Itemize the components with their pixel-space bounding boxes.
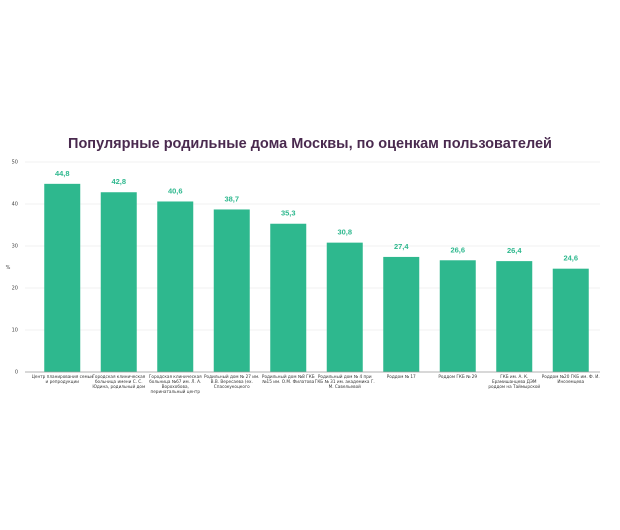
y-tick-label: 30 xyxy=(12,244,18,250)
chart-title: Популярные родильные дома Москвы, по оце… xyxy=(68,136,552,152)
category-label: Родильный дом №8 ГКБ №15 им. О.М. Филатов… xyxy=(262,374,315,384)
y-axis-ticks: 0 10 20 30 40 50 xyxy=(12,160,18,376)
bar xyxy=(100,192,137,372)
category-label: Роддом ГКБ № 29 xyxy=(438,374,477,379)
y-tick-label: 0 xyxy=(15,370,18,376)
y-axis-label: % xyxy=(6,265,11,271)
bar xyxy=(439,260,476,372)
y-tick-label: 50 xyxy=(12,160,18,166)
value-label: 40,6 xyxy=(168,186,183,195)
value-labels: 44,8 42,8 40,6 38,7 35,3 30,8 27,4 26,6 26,4 24,6 xyxy=(55,169,578,263)
bar xyxy=(44,183,81,372)
bar xyxy=(213,209,250,372)
bar xyxy=(326,242,363,372)
value-label: 26,4 xyxy=(507,246,522,255)
category-label: Центр планирования семьи и репродукции xyxy=(32,374,94,384)
y-tick-label: 20 xyxy=(12,286,18,292)
value-label: 35,3 xyxy=(281,209,296,218)
category-label: Родильный дом № 27 им. В.В. Вересаева (ex… xyxy=(204,374,259,389)
bar xyxy=(157,201,194,372)
category-label: Роддом № 17 xyxy=(387,374,416,379)
bar xyxy=(383,256,420,372)
category-labels: Центр планирования семьи и репродукцииГор… xyxy=(32,374,600,394)
value-label: 38,7 xyxy=(224,194,239,203)
bar xyxy=(496,261,533,372)
bar xyxy=(270,223,307,372)
bars xyxy=(44,183,589,372)
category-label: Городская клиническая больница №67 им. Л.… xyxy=(149,374,202,394)
value-label: 44,8 xyxy=(55,169,70,178)
value-label: 26,6 xyxy=(450,245,465,254)
value-label: 24,6 xyxy=(563,254,578,263)
value-label: 27,4 xyxy=(394,242,409,251)
category-label: ГКБ им. А. К. Ерамишанцева ДЭМ роддом на Т… xyxy=(488,374,540,389)
value-label: 42,8 xyxy=(111,177,126,186)
value-label: 30,8 xyxy=(337,228,352,237)
bar xyxy=(552,268,589,372)
y-tick-label: 10 xyxy=(12,328,18,334)
category-label: Родильный дом № 4 при ГКБ № 31 им. академ… xyxy=(315,374,375,389)
category-label: Городская клиническая больница имени С. С… xyxy=(92,374,145,389)
category-label: Роддом №20 ГКБ им. Ф. И. Иноземцева xyxy=(542,374,600,384)
y-tick-label: 40 xyxy=(12,202,18,208)
